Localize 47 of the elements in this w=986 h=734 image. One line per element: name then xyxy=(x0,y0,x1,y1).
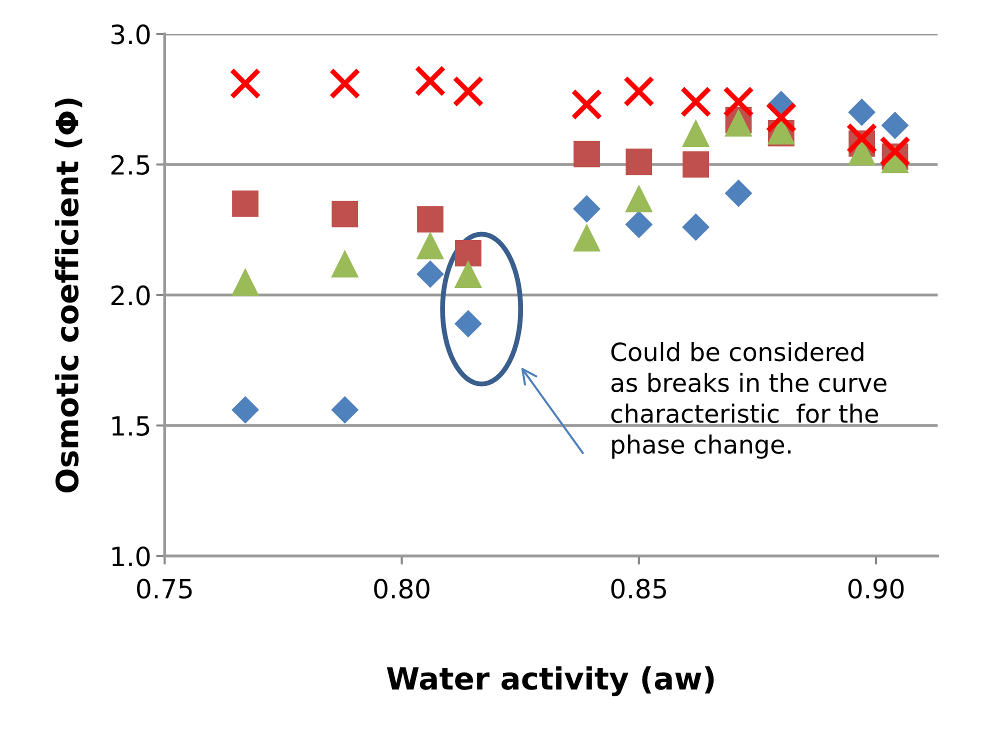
point xyxy=(574,140,600,168)
point xyxy=(626,148,652,176)
point xyxy=(329,68,360,100)
x-tick-label: 0.80 xyxy=(374,578,430,599)
point xyxy=(454,310,482,338)
point xyxy=(625,210,653,238)
y-tick-label: 1.5 xyxy=(112,416,150,436)
point xyxy=(232,190,258,217)
point xyxy=(682,151,710,178)
point xyxy=(454,240,482,266)
point xyxy=(881,112,909,140)
point xyxy=(722,86,754,118)
point xyxy=(766,102,797,134)
point xyxy=(571,88,602,120)
point xyxy=(416,260,444,288)
point xyxy=(416,232,444,260)
point xyxy=(848,98,876,126)
y-axis-title: Osmotic coefficient (Φ) xyxy=(54,98,82,492)
x-axis-title: Water activity (aw) xyxy=(386,666,714,696)
point xyxy=(572,224,601,252)
point xyxy=(417,206,444,232)
point xyxy=(454,260,482,288)
y-tick-label: 2.5 xyxy=(111,154,150,175)
point xyxy=(682,213,710,241)
point xyxy=(230,68,261,100)
y-tick-label: 3.0 xyxy=(112,24,150,44)
y-tick-label: 2.0 xyxy=(111,285,150,306)
point xyxy=(625,184,653,212)
y-tick-label: 1.0 xyxy=(112,546,150,566)
point xyxy=(572,195,600,223)
point xyxy=(680,86,712,118)
point xyxy=(231,268,260,296)
point xyxy=(331,396,359,424)
point xyxy=(332,200,358,228)
point xyxy=(232,396,260,424)
point xyxy=(452,76,484,108)
x-tick-label: 0.90 xyxy=(848,578,904,599)
x-tick-label: 0.85 xyxy=(611,578,666,599)
point xyxy=(330,250,359,278)
point xyxy=(879,136,911,168)
annotation: Could be considered as breaks in the curve characteristic for the phase change. xyxy=(611,342,886,459)
x-tick-label: 0.75 xyxy=(137,578,192,599)
point xyxy=(623,76,655,108)
point xyxy=(846,122,878,154)
point xyxy=(682,119,710,148)
point xyxy=(414,65,446,97)
point xyxy=(724,179,752,207)
